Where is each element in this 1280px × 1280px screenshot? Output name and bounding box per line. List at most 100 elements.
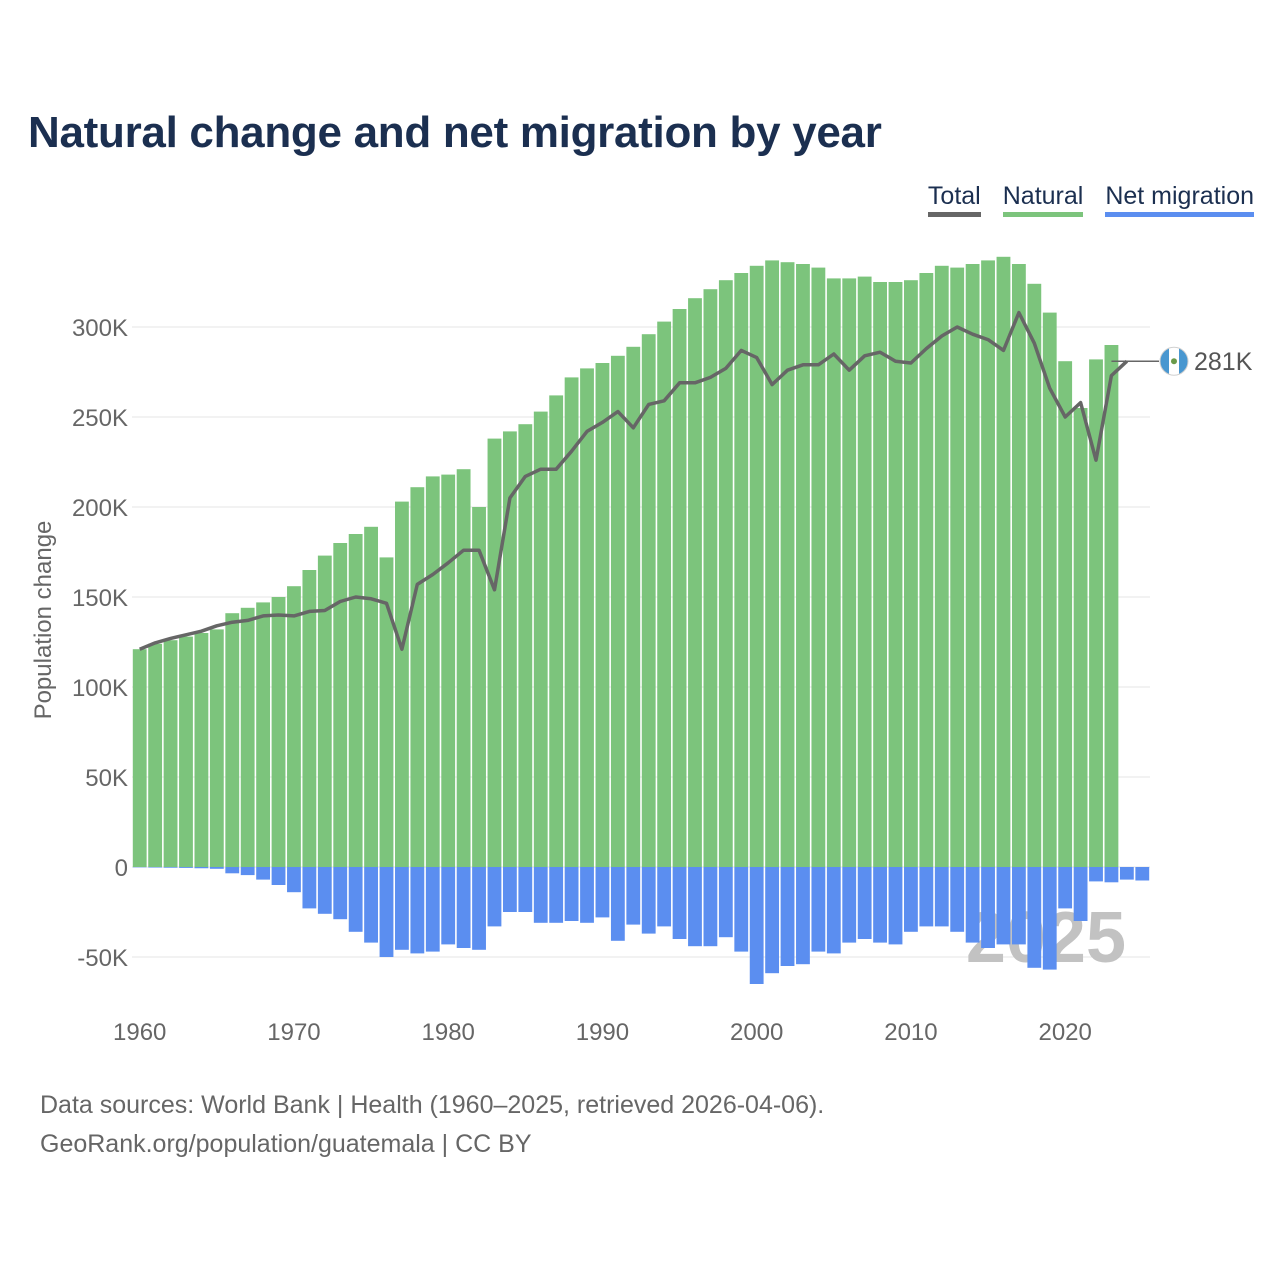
natural-bar[interactable]: [904, 280, 918, 867]
natural-bar[interactable]: [533, 411, 548, 867]
natural-bar[interactable]: [302, 570, 317, 867]
net-migration-bar[interactable]: [857, 867, 872, 939]
natural-bar[interactable]: [379, 557, 394, 867]
natural-bar[interactable]: [857, 276, 872, 868]
natural-bar[interactable]: [518, 424, 533, 867]
natural-bar[interactable]: [287, 586, 301, 867]
net-migration-bar[interactable]: [1042, 867, 1057, 970]
net-migration-bar[interactable]: [533, 867, 548, 923]
net-migration-bar[interactable]: [179, 867, 193, 868]
natural-bar[interactable]: [132, 649, 147, 867]
natural-bar[interactable]: [163, 640, 178, 867]
natural-bar[interactable]: [811, 267, 826, 868]
natural-bar[interactable]: [410, 487, 425, 867]
net-migration-bar[interactable]: [194, 867, 209, 869]
net-migration-bar[interactable]: [395, 867, 409, 950]
net-migration-bar[interactable]: [1135, 867, 1150, 881]
natural-bar[interactable]: [240, 607, 255, 867]
natural-bar[interactable]: [194, 633, 209, 867]
natural-bar[interactable]: [1058, 361, 1073, 867]
legend-item-total[interactable]: Total: [927, 182, 981, 217]
natural-bar[interactable]: [842, 278, 857, 867]
net-migration-bar[interactable]: [595, 867, 610, 918]
net-migration-bar[interactable]: [641, 867, 656, 934]
legend-item-net-migration[interactable]: Net migration: [1105, 182, 1254, 217]
net-migration-bar[interactable]: [287, 867, 301, 893]
total-line[interactable]: [139, 310, 1129, 651]
natural-bar[interactable]: [502, 431, 517, 867]
natural-bar[interactable]: [672, 309, 687, 867]
net-migration-bar[interactable]: [950, 867, 965, 932]
natural-bar[interactable]: [934, 265, 949, 867]
natural-bar[interactable]: [580, 368, 594, 867]
natural-bar[interactable]: [1027, 283, 1042, 867]
natural-bar[interactable]: [1104, 345, 1119, 867]
net-migration-bar[interactable]: [610, 867, 625, 941]
natural-bar[interactable]: [256, 602, 271, 867]
net-migration-bar[interactable]: [703, 867, 718, 947]
net-migration-bar[interactable]: [1104, 867, 1119, 883]
net-migration-bar[interactable]: [1089, 867, 1103, 882]
natural-bar[interactable]: [487, 438, 502, 867]
natural-bar[interactable]: [718, 280, 733, 867]
net-migration-bar[interactable]: [965, 867, 980, 943]
net-migration-bar[interactable]: [796, 867, 810, 965]
net-migration-bar[interactable]: [580, 867, 594, 923]
natural-bar[interactable]: [950, 267, 965, 868]
natural-bar[interactable]: [317, 555, 332, 867]
natural-bar[interactable]: [271, 597, 286, 867]
legend-item-natural[interactable]: Natural: [1002, 182, 1084, 217]
natural-bar[interactable]: [765, 260, 780, 867]
net-migration-bar[interactable]: [518, 867, 533, 912]
net-migration-bar[interactable]: [626, 867, 641, 925]
net-migration-bar[interactable]: [333, 867, 348, 920]
net-migration-bar[interactable]: [1058, 867, 1073, 909]
natural-bar[interactable]: [734, 273, 749, 867]
net-migration-bar[interactable]: [425, 867, 440, 952]
net-migration-bar[interactable]: [271, 867, 286, 885]
net-migration-bar[interactable]: [657, 867, 672, 927]
net-migration-bar[interactable]: [734, 867, 749, 952]
natural-bar[interactable]: [456, 469, 471, 867]
natural-bar[interactable]: [1073, 408, 1088, 867]
net-migration-bar[interactable]: [163, 867, 178, 868]
net-migration-bar[interactable]: [364, 867, 378, 943]
natural-bar[interactable]: [148, 643, 163, 867]
natural-bar[interactable]: [1042, 312, 1057, 868]
net-migration-bar[interactable]: [672, 867, 687, 939]
net-migration-bar[interactable]: [996, 867, 1011, 945]
net-migration-bar[interactable]: [842, 867, 857, 943]
net-migration-bar[interactable]: [981, 867, 995, 948]
net-migration-bar[interactable]: [209, 867, 224, 869]
net-migration-bar[interactable]: [225, 867, 240, 874]
natural-bar[interactable]: [333, 543, 348, 867]
net-migration-bar[interactable]: [441, 867, 456, 945]
net-migration-bar[interactable]: [934, 867, 949, 927]
net-migration-bar[interactable]: [302, 867, 317, 909]
net-migration-bar[interactable]: [765, 867, 780, 974]
natural-bar[interactable]: [826, 278, 841, 867]
net-migration-bar[interactable]: [487, 867, 502, 927]
natural-bar[interactable]: [179, 636, 193, 867]
net-migration-bar[interactable]: [564, 867, 579, 921]
net-migration-bar[interactable]: [811, 867, 826, 952]
natural-bar[interactable]: [888, 282, 903, 867]
natural-bar[interactable]: [780, 262, 795, 867]
net-migration-bar[interactable]: [410, 867, 425, 954]
net-migration-bar[interactable]: [379, 867, 394, 957]
net-migration-bar[interactable]: [472, 867, 486, 950]
natural-bar[interactable]: [873, 282, 887, 867]
natural-bar[interactable]: [225, 613, 240, 867]
net-migration-bar[interactable]: [240, 867, 255, 876]
attribution-link[interactable]: GeoRank.org/population/guatemala | CC BY: [40, 1130, 532, 1158]
net-migration-bar[interactable]: [502, 867, 517, 912]
natural-bar[interactable]: [703, 289, 718, 867]
net-migration-bar[interactable]: [749, 867, 764, 984]
natural-bar[interactable]: [395, 501, 409, 867]
net-migration-bar[interactable]: [873, 867, 887, 943]
net-migration-bar[interactable]: [718, 867, 733, 938]
natural-bar[interactable]: [441, 474, 456, 867]
natural-bar[interactable]: [209, 629, 224, 867]
net-migration-bar[interactable]: [1027, 867, 1042, 968]
natural-bar[interactable]: [348, 534, 363, 867]
